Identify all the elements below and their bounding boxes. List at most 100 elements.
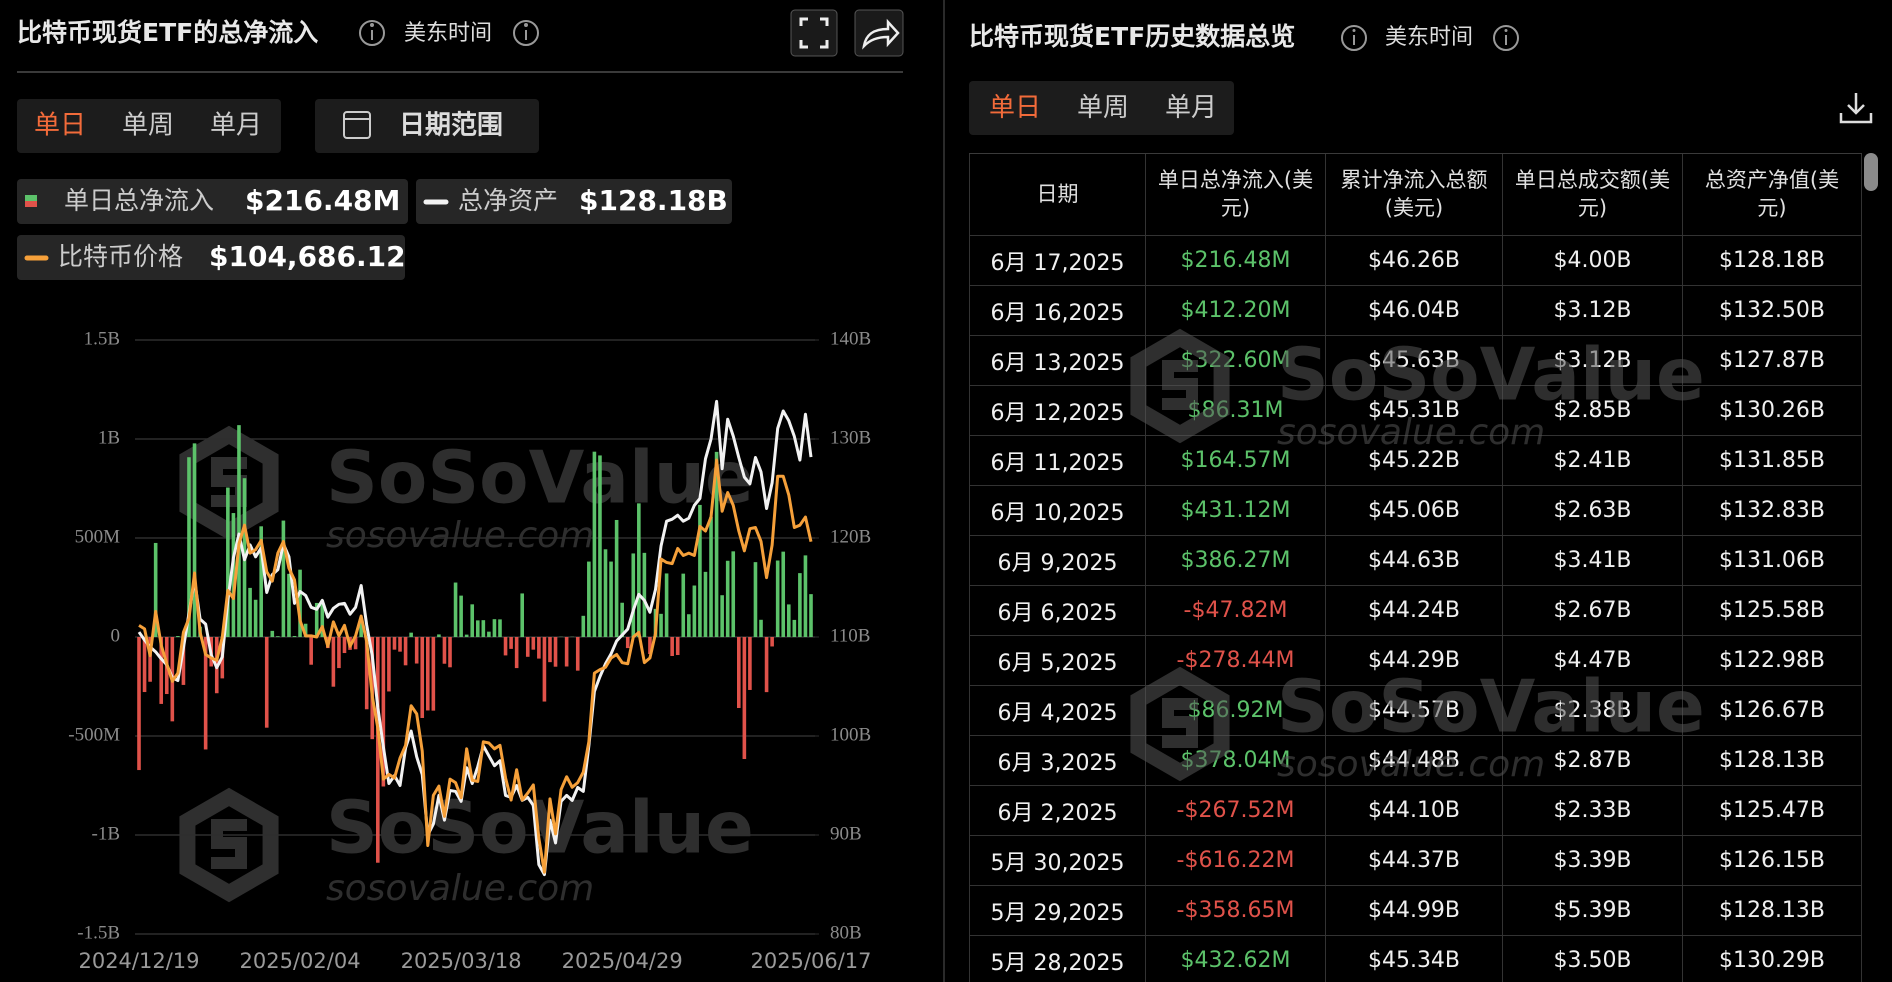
bar bbox=[342, 637, 347, 654]
table-cell: $128.13B bbox=[1683, 736, 1862, 785]
table-cell: $2.33B bbox=[1503, 786, 1683, 835]
bar bbox=[253, 599, 258, 637]
scrollbar[interactable] bbox=[1864, 153, 1878, 191]
data-table: 日期 单日总净流入(美元) 累计净流入总额(美元) 单日总成交额(美元) 总资产净值(美… bbox=[969, 153, 1862, 982]
share-button[interactable] bbox=[854, 9, 904, 57]
bar bbox=[364, 637, 369, 710]
watermark-logo bbox=[211, 457, 247, 507]
bar bbox=[642, 552, 647, 637]
table-cell: $3.39B bbox=[1503, 836, 1683, 885]
legend-item[interactable]: 单日总净流入 $216.48M bbox=[17, 179, 408, 224]
table-cell: $132.50B bbox=[1683, 286, 1862, 335]
table-cell: $3.12B bbox=[1503, 336, 1683, 385]
legend-value: $104,686.12 bbox=[209, 240, 406, 273]
y-tick-label: -1.5B bbox=[77, 922, 120, 943]
table-cell: 6月 2,2025 bbox=[969, 786, 1146, 835]
table-cell: $45.06B bbox=[1326, 486, 1503, 535]
table-cell: $3.41B bbox=[1503, 536, 1683, 585]
fullscreen-button[interactable] bbox=[790, 9, 838, 57]
bar bbox=[520, 593, 525, 637]
watermark-url: sosovalue.com bbox=[326, 515, 594, 556]
table-cell: 5月 28,2025 bbox=[969, 936, 1146, 982]
watermark-logo bbox=[211, 819, 247, 869]
bar bbox=[698, 504, 702, 637]
table-cell: $44.48B bbox=[1326, 736, 1503, 785]
bar bbox=[742, 637, 747, 760]
bar bbox=[381, 637, 386, 787]
bar bbox=[414, 637, 419, 664]
bar bbox=[648, 637, 652, 655]
tab-active[interactable]: 单日 bbox=[34, 111, 86, 141]
watermark-logo bbox=[179, 787, 279, 903]
bar bbox=[142, 637, 147, 693]
bar bbox=[798, 573, 802, 637]
y-tick-label: 1.5B bbox=[84, 328, 120, 349]
bar bbox=[487, 631, 491, 637]
table-cell: 6月 10,2025 bbox=[969, 486, 1146, 535]
tab-active[interactable]: 单日 bbox=[989, 93, 1042, 123]
bar bbox=[503, 637, 508, 656]
table-cell: $44.57B bbox=[1326, 686, 1503, 735]
bar bbox=[392, 637, 397, 650]
bar bbox=[670, 637, 674, 657]
table-row: 6月 4,2025 $86.92M $44.57B $2.38B $126.67B bbox=[969, 686, 1862, 736]
legend-item[interactable]: 比特币价格 $104,686.12 bbox=[17, 235, 406, 280]
bar bbox=[509, 637, 513, 649]
table-cell: $128.18B bbox=[1683, 236, 1862, 285]
tab[interactable]: 单周 bbox=[122, 111, 174, 141]
bar bbox=[659, 613, 663, 637]
bar bbox=[775, 560, 780, 637]
panel-title: 比特币现货ETF的总净流入 bbox=[17, 18, 318, 47]
panel-divider bbox=[943, 0, 945, 982]
timezone: 美东时间 bbox=[404, 21, 492, 46]
bar bbox=[259, 526, 263, 637]
bar bbox=[459, 595, 463, 637]
info-icon[interactable] bbox=[359, 20, 385, 46]
header-cell: 单日总成交额(美元) bbox=[1503, 154, 1683, 235]
bar bbox=[748, 637, 752, 690]
table-cell: 6月 9,2025 bbox=[969, 536, 1146, 585]
bar bbox=[148, 637, 152, 682]
bar bbox=[298, 569, 302, 637]
info-icon[interactable] bbox=[1340, 24, 1368, 52]
y2-tick-label: 100B bbox=[830, 724, 871, 745]
panel-title: 比特币现货ETF历史数据总览 bbox=[969, 22, 1296, 51]
bar bbox=[270, 630, 275, 637]
info-icon[interactable] bbox=[513, 20, 539, 46]
y2-tick-label: 130B bbox=[830, 427, 871, 448]
download-button[interactable] bbox=[1837, 89, 1875, 127]
y2-tick-label: 90B bbox=[830, 823, 862, 844]
bar bbox=[548, 637, 552, 663]
table-cell: 6月 11,2025 bbox=[969, 436, 1146, 485]
table-row: 5月 29,2025 -$358.65M $44.99B $5.39B $128.13B bbox=[969, 886, 1862, 936]
tab[interactable]: 单月 bbox=[210, 111, 262, 141]
watermark-layer: SoSoValuesosovalue.comSoSoValuesosovalue… bbox=[179, 425, 754, 909]
table-cell: $44.99B bbox=[1326, 886, 1503, 935]
y-tick-label: 500M bbox=[75, 526, 121, 547]
bar bbox=[409, 632, 413, 637]
table-cell: $128.13B bbox=[1683, 886, 1862, 935]
table-cell: 6月 5,2025 bbox=[969, 636, 1146, 685]
bar bbox=[614, 519, 619, 637]
tab[interactable]: 单月 bbox=[1165, 93, 1218, 123]
bar bbox=[492, 619, 497, 637]
bar bbox=[770, 637, 774, 647]
date-range-button[interactable]: 日期范围 bbox=[315, 99, 539, 153]
table-cell: 5月 30,2025 bbox=[969, 836, 1146, 885]
y2-tick-label: 80B bbox=[830, 922, 862, 943]
bar bbox=[442, 637, 447, 664]
legend-item[interactable]: 总净资产 $128.18B bbox=[416, 179, 732, 224]
table-cell: $378.04M bbox=[1146, 736, 1326, 785]
bar bbox=[498, 619, 502, 637]
bar bbox=[403, 637, 408, 666]
tab[interactable]: 单周 bbox=[1077, 93, 1130, 123]
table-cell: $2.87B bbox=[1503, 736, 1683, 785]
x-tick-label: 2025/03/18 bbox=[401, 949, 522, 973]
table-cell: -$616.22M bbox=[1146, 836, 1326, 885]
info-icon[interactable] bbox=[1492, 24, 1520, 52]
bar bbox=[587, 561, 591, 637]
table-cell: $3.50B bbox=[1503, 936, 1683, 982]
bar bbox=[637, 503, 641, 637]
bar bbox=[725, 560, 730, 637]
bar bbox=[226, 487, 230, 637]
